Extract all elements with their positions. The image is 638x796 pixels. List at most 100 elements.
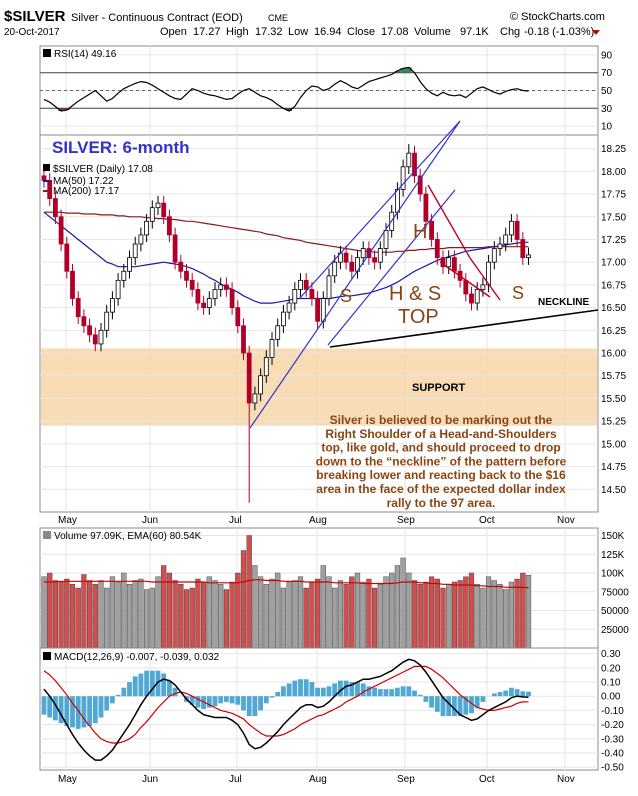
volume-ema-line — [44, 579, 529, 589]
macd-histogram-bar — [400, 686, 406, 697]
macd-histogram-bar — [104, 696, 110, 711]
macd-histogram-bar — [81, 696, 87, 728]
volume-bar — [98, 580, 104, 649]
volume-bar — [86, 580, 93, 649]
macd-tick-label: -0.40 — [601, 748, 624, 759]
volume-bar — [429, 576, 435, 649]
rsi-tick-label: 50 — [601, 86, 613, 97]
price-tick-label: 16.50 — [601, 303, 626, 314]
commentary-line: breaking lower and reacting back to the … — [316, 468, 566, 482]
chg-value: -0.18 (-1.03%) — [524, 26, 594, 38]
price-candle-body — [98, 329, 104, 345]
macd-histogram-bar — [303, 679, 309, 697]
macd-histogram-bar — [372, 687, 377, 697]
volume-bar — [491, 580, 497, 649]
macd-histogram-bar — [138, 673, 144, 697]
volume-bar — [183, 589, 190, 649]
macd-histogram-bar — [452, 696, 457, 717]
price-candle-body — [463, 279, 469, 295]
macd-tick-label: 0.00 — [601, 692, 621, 703]
price-candle-body — [423, 193, 429, 222]
price-candle-body — [377, 248, 383, 263]
volume-bar — [143, 589, 150, 649]
volume-bar — [463, 576, 469, 649]
price-candle-body — [412, 152, 417, 177]
macd-histogram-bar — [201, 696, 206, 709]
volume-bar — [303, 587, 309, 649]
price-candle-body — [360, 248, 366, 259]
open-value: 17.27 — [193, 26, 221, 38]
macd-histogram-bar — [292, 680, 298, 697]
macd-histogram-bar — [389, 689, 395, 697]
volume-bar — [451, 581, 458, 649]
volume-bar — [389, 572, 395, 649]
macd-histogram-bar — [263, 696, 269, 704]
macd-histogram-bar — [406, 686, 412, 697]
price-candle-body — [491, 248, 497, 263]
rsi-panel: 10 30 50 70 90 RSI(14) 49.16 — [39, 45, 613, 136]
price-candle-body — [64, 243, 70, 272]
price-candle-body — [372, 257, 378, 263]
volume-bar — [457, 580, 463, 649]
price-candle-body — [75, 298, 81, 318]
macd-histogram-bar — [320, 687, 326, 697]
volume-bar — [166, 572, 173, 649]
price-candle-body — [166, 216, 172, 236]
volume-bar — [41, 576, 47, 649]
price-candle-body — [212, 289, 218, 299]
volume-bar — [235, 572, 241, 649]
macd-histogram-bar — [474, 696, 480, 708]
macd-histogram-bar — [286, 683, 292, 697]
macd-signal-line — [43, 665, 529, 744]
price-candle-body — [469, 293, 474, 304]
open-label: Open — [160, 26, 187, 38]
volume-bar — [434, 578, 440, 649]
macd-histogram-bar — [423, 696, 429, 702]
price-candle-body — [121, 270, 127, 281]
volume-bar — [406, 572, 412, 649]
exchange-label: CME — [268, 13, 288, 23]
volume-bar — [115, 581, 121, 649]
macd-histogram-bar — [189, 696, 195, 705]
macd-histogram-bar — [326, 686, 332, 697]
rsi-tick-label: 90 — [601, 50, 613, 61]
price-candle-body — [434, 239, 440, 259]
support-label: SUPPORT — [412, 382, 465, 394]
price-candle-body — [70, 270, 75, 299]
macd-tick-label: 0.10 — [601, 678, 621, 689]
volume-bar — [189, 587, 195, 649]
volume-bar — [64, 578, 70, 649]
macd-histogram-bar — [246, 696, 252, 717]
volume-tick-label: 100K — [601, 569, 625, 580]
volume-bar — [280, 587, 287, 649]
symbol-title: $SILVER — [4, 8, 66, 25]
price-tick-label: 15.50 — [601, 394, 626, 405]
price-candle-body — [81, 316, 87, 327]
macd-histogram-bar — [195, 696, 201, 708]
down-arrow-icon — [592, 30, 600, 35]
volume-bar — [178, 584, 184, 649]
macd-histogram-bar — [309, 682, 315, 697]
volume-bar — [149, 587, 155, 649]
macd-histogram-bar — [434, 696, 440, 712]
price-candle-body — [218, 284, 224, 290]
macd-histogram-bar — [383, 689, 389, 697]
macd-tick-label: 0.30 — [601, 649, 621, 660]
volume-bar — [349, 576, 355, 649]
volume-bar — [497, 584, 503, 649]
price-candle-body — [138, 234, 144, 245]
price-candle-body — [246, 352, 252, 404]
macd-line — [43, 658, 529, 761]
macd-histogram-bar — [440, 696, 446, 717]
downtrend-line-1 — [427, 184, 471, 259]
volume-tick-label: 25000 — [601, 625, 629, 636]
price-candle-body — [132, 243, 138, 259]
price-month-label: Jul — [229, 515, 242, 526]
commentary-line: area in the face of the expected dollar … — [316, 482, 566, 496]
pattern-label-2: TOP — [398, 306, 439, 328]
macd-histogram-bar — [412, 690, 417, 697]
volume-bar — [81, 574, 87, 649]
ma50-legend: MA(50) 17.22 — [53, 176, 114, 187]
volume-panel: 25000 50000 75000 100K 125K 150K Volume 97.09K… — [39, 527, 629, 649]
